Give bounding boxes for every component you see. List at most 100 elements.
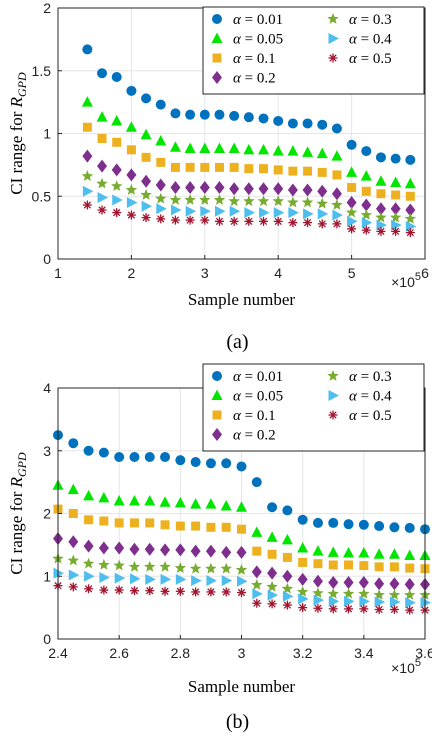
data-point xyxy=(375,202,386,216)
data-point xyxy=(373,589,385,600)
legend-marker xyxy=(211,32,223,43)
legend-item: α = 0.1 xyxy=(212,51,276,67)
data-point xyxy=(141,200,153,212)
data-point xyxy=(140,189,152,200)
data-point xyxy=(344,604,354,614)
data-point xyxy=(213,194,226,205)
data-point xyxy=(312,517,323,528)
legend-label: α = 0.01 xyxy=(233,12,283,28)
data-point xyxy=(301,196,314,208)
data-point xyxy=(316,197,328,209)
data-point xyxy=(317,184,328,198)
data-point xyxy=(113,559,125,571)
legend-item: α = 0.4 xyxy=(328,389,392,405)
data-point xyxy=(184,194,196,205)
data-point xyxy=(359,604,369,614)
series-2 xyxy=(82,122,415,201)
data-point xyxy=(360,170,372,181)
data-point xyxy=(243,112,254,123)
data-point xyxy=(144,494,156,506)
data-point xyxy=(252,598,262,608)
data-point xyxy=(175,521,185,531)
data-point xyxy=(221,545,232,559)
data-point xyxy=(288,218,298,228)
legend-item: α = 0.01 xyxy=(212,369,283,385)
data-point xyxy=(111,72,122,83)
data-point xyxy=(155,178,166,192)
data-point xyxy=(328,576,339,590)
data-point xyxy=(156,203,167,215)
data-point xyxy=(128,494,140,506)
data-point xyxy=(343,547,355,558)
data-point xyxy=(82,44,93,55)
data-point xyxy=(129,452,140,463)
data-point xyxy=(98,541,109,555)
data-point xyxy=(313,559,323,569)
data-point xyxy=(328,595,340,607)
data-point xyxy=(144,452,155,463)
data-point xyxy=(199,142,211,154)
data-point xyxy=(361,225,371,235)
data-point xyxy=(302,183,313,197)
data-point xyxy=(199,109,210,120)
legend-item: α = 0.4 xyxy=(328,32,392,48)
data-point xyxy=(258,113,269,124)
data-point xyxy=(389,596,401,608)
data-point xyxy=(213,142,225,154)
data-point xyxy=(220,562,232,574)
data-point xyxy=(99,516,109,526)
data-point xyxy=(229,162,239,172)
data-point xyxy=(297,514,308,525)
data-point xyxy=(273,115,284,126)
data-point xyxy=(141,174,152,188)
data-point xyxy=(145,573,156,585)
data-point xyxy=(346,166,358,177)
x-exponent-label: ×105 xyxy=(391,657,421,676)
data-point xyxy=(97,192,109,204)
legend-item: α = 0.05 xyxy=(211,32,283,48)
data-point xyxy=(298,557,308,567)
data-point xyxy=(175,573,187,585)
data-point xyxy=(145,518,155,528)
data-point xyxy=(99,585,109,595)
data-point xyxy=(282,505,293,516)
data-point xyxy=(243,143,255,155)
data-point xyxy=(331,199,343,210)
data-point xyxy=(390,153,401,164)
data-point xyxy=(361,146,372,157)
data-point xyxy=(159,496,171,507)
data-point xyxy=(273,165,283,175)
data-point xyxy=(405,203,416,217)
data-point xyxy=(185,162,195,172)
y-axis-label: CI range for RGPD xyxy=(7,452,29,575)
data-point xyxy=(391,219,402,231)
legend-item: α = 0.1 xyxy=(212,408,276,424)
data-point xyxy=(125,121,137,132)
data-point xyxy=(259,164,269,174)
data-point xyxy=(388,589,401,600)
legend-box xyxy=(202,363,425,452)
x-tick-label: 2.8 xyxy=(171,645,191,661)
x-tick-label: 2.6 xyxy=(109,645,129,661)
legend-marker xyxy=(212,428,222,441)
series-3 xyxy=(82,149,416,217)
series-3 xyxy=(53,532,430,591)
data-point xyxy=(282,590,294,602)
series-6 xyxy=(82,200,415,238)
data-point xyxy=(317,219,327,229)
legend-marker xyxy=(212,53,222,63)
data-point xyxy=(159,560,171,572)
data-point xyxy=(375,211,387,223)
data-point xyxy=(97,134,107,144)
data-point xyxy=(83,445,94,456)
data-point xyxy=(303,208,314,220)
data-point xyxy=(99,572,110,584)
data-point xyxy=(312,574,323,588)
data-point xyxy=(313,594,324,606)
data-point xyxy=(228,195,240,207)
legend-marker xyxy=(328,390,339,401)
data-point xyxy=(389,605,399,615)
data-point xyxy=(266,580,278,592)
data-point xyxy=(358,519,369,530)
data-point xyxy=(328,560,338,570)
